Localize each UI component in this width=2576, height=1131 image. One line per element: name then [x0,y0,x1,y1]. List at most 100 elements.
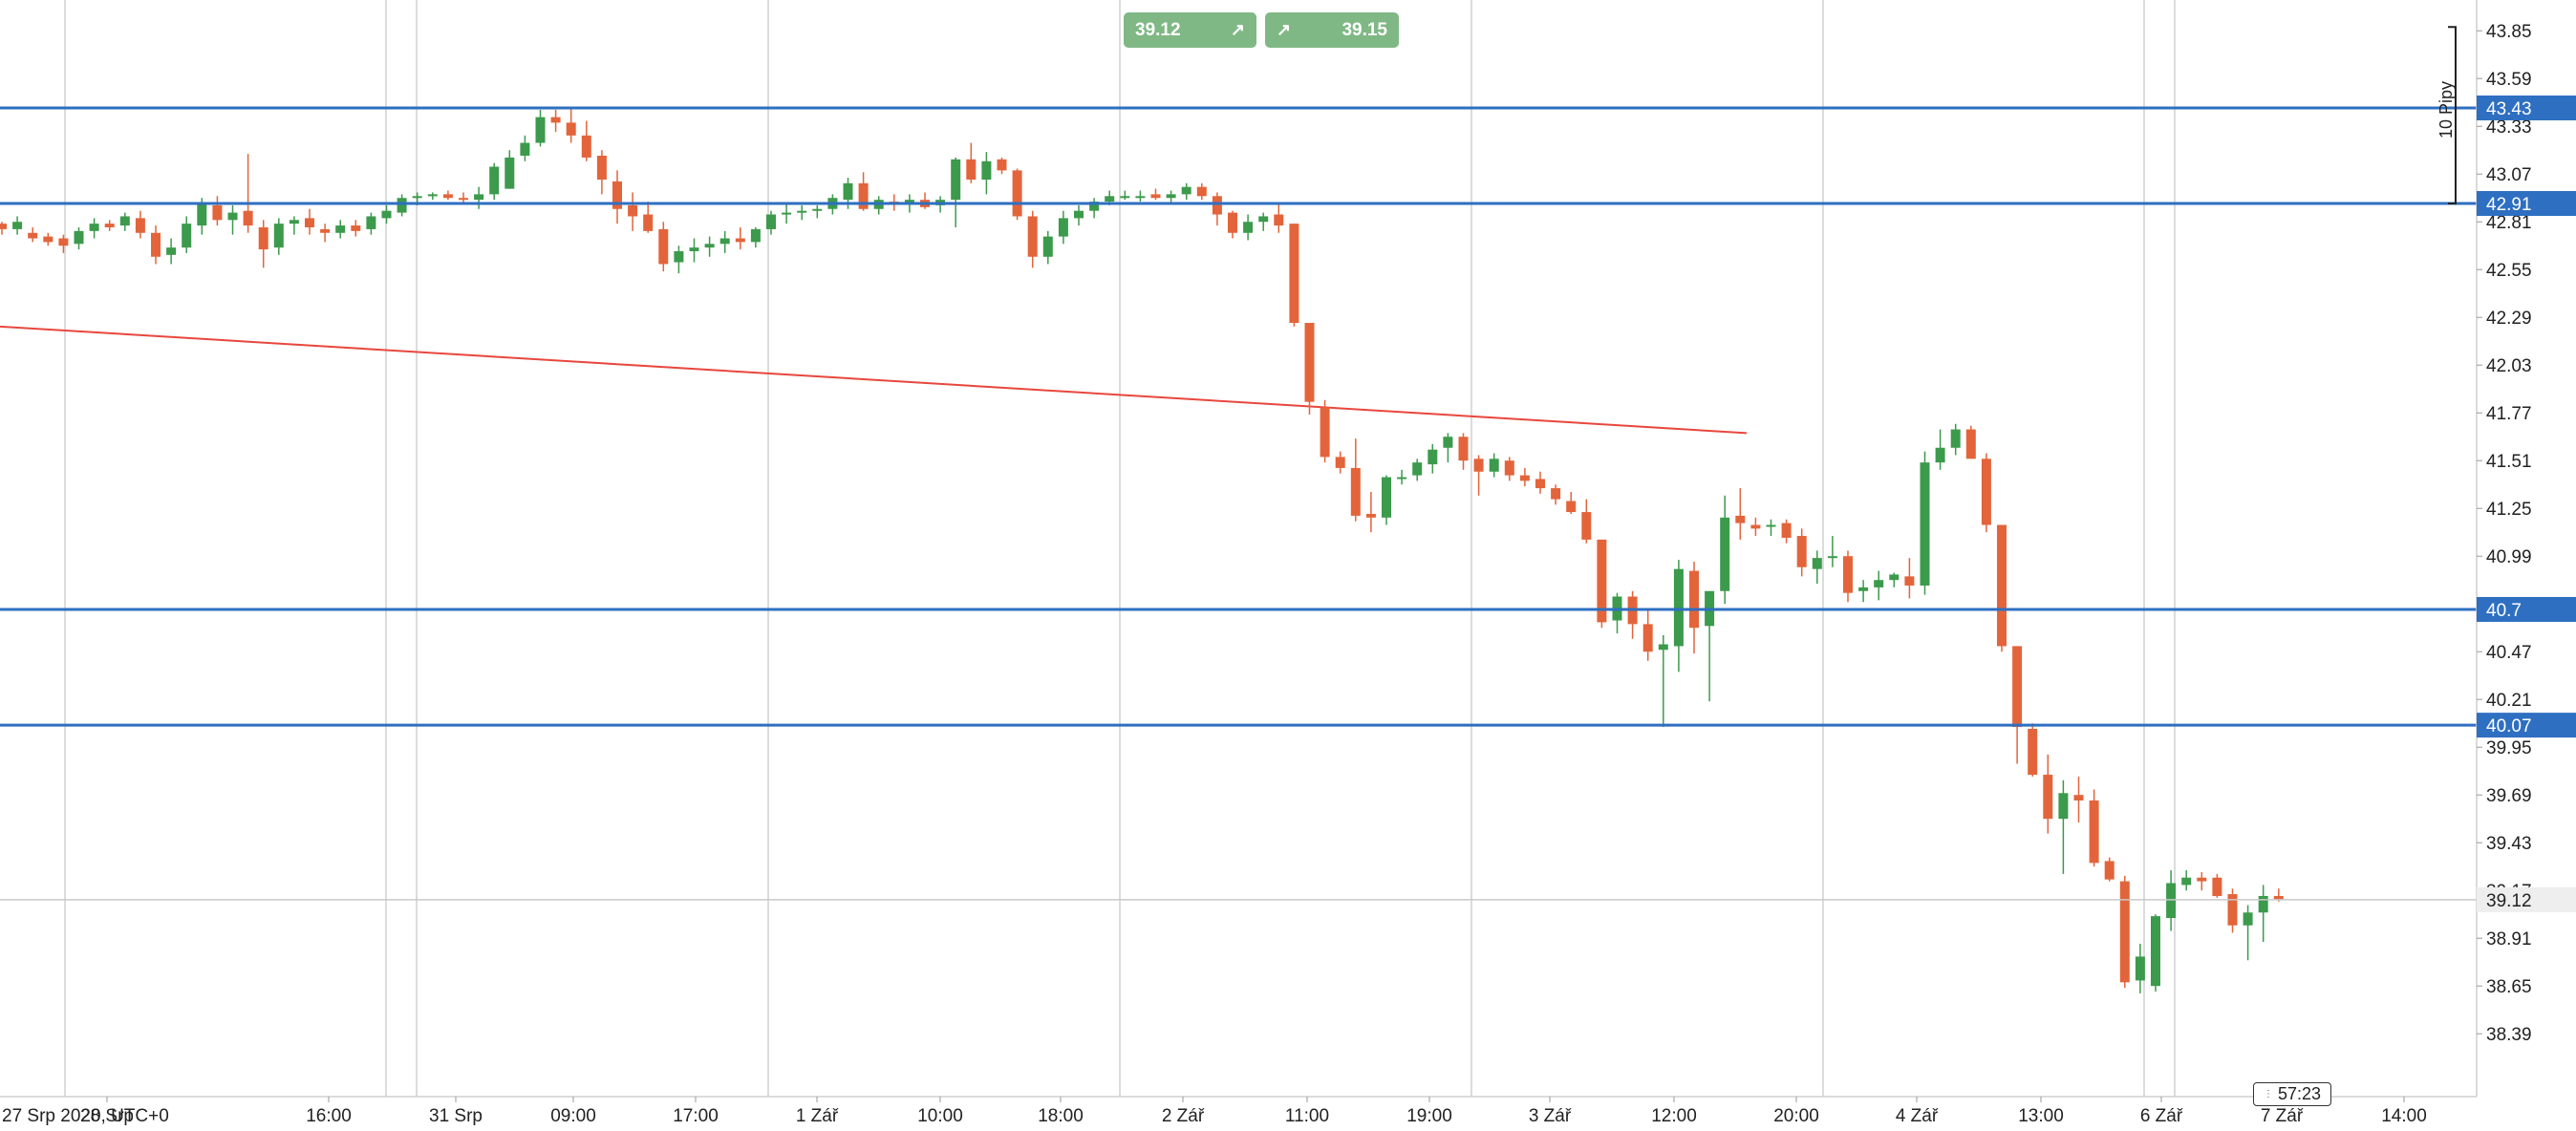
candle [1812,550,1822,585]
candle-body [1412,462,1423,476]
candle [1074,204,1084,226]
candle-body [981,160,992,180]
candle-body [1428,449,1438,465]
level-price-label: 40.7 [2486,601,2522,621]
price-tick-label: 39.43 [2486,834,2532,854]
candle [997,157,1007,175]
candle [1689,561,1699,654]
candle [2197,871,2207,891]
candle-body [1397,477,1407,480]
time-tick-label: 6 Zář [2140,1106,2183,1126]
candle-body [966,159,977,180]
candle [920,192,930,209]
candle-body [1335,457,1345,468]
candle-body [197,203,207,226]
candle [2119,875,2130,989]
sell-button[interactable]: 39.12 ↗ [1124,12,1256,48]
candle [1750,517,1761,537]
candle-body [766,214,776,229]
candle [427,192,438,201]
candle [135,210,145,239]
candle-body [442,194,453,199]
candle [1212,192,1222,226]
candle [1673,560,1684,672]
candle [1135,190,1146,203]
candle-body [1258,216,1269,223]
candle-body [1365,513,1376,518]
candle [1705,590,1715,702]
candle [1243,214,1254,241]
candle-body [1935,447,1945,463]
candle-body [1350,467,1361,516]
candle [1304,322,1315,416]
candle-body [1489,459,1499,472]
time-tick-label: 17:00 [673,1106,719,1126]
candle [1120,190,1130,201]
candle-body [735,238,745,243]
candle-body [2119,881,2130,983]
candle-body [397,198,407,213]
candle-body [1874,580,1884,587]
candle [58,234,69,253]
price-axis: 43.85 43.59 43.33 43.07 42.81 42.55 42.29 42.03… [2476,0,2576,1097]
candle [119,212,130,231]
price-tick-label: 42.55 [2486,261,2532,281]
candle [1458,433,1469,470]
current-price-label: 39.12 [2486,891,2532,911]
sell-price: 39.12 [1135,19,1181,40]
candle [459,192,468,203]
price-tick-label: 43.07 [2486,165,2532,185]
candle-body [750,228,761,243]
candle [520,135,530,161]
candle-body [212,204,223,221]
candle-body [550,117,561,123]
candle-body [2058,793,2069,820]
candle [2135,943,2145,993]
candle [2166,870,2177,931]
candle-body [1750,524,1761,529]
candle-body [351,225,361,231]
candle [1535,471,1545,494]
candle-body [596,155,607,180]
candle [643,202,654,233]
candle [966,142,977,183]
candle [1335,451,1345,474]
candle [1012,168,1022,221]
candle [1350,438,1361,522]
candle [719,230,730,253]
candle-body [1950,429,1961,448]
candles [0,108,2284,993]
candle-body [2028,728,2038,776]
price-tick-label: 39.95 [2486,738,2532,758]
candle [1258,212,1269,231]
candle [227,204,238,235]
symbol-info: 27 Srp 2020, UTC+0 [2,1106,169,1126]
candle-body [489,166,500,195]
candle-body [1735,515,1746,523]
price-tick-label: 42.29 [2486,309,2532,329]
price-tick-label: 43.59 [2486,70,2532,90]
candle [1874,570,1884,601]
buy-button[interactable]: ↗ 39.15 [1265,12,1399,48]
candle-body [1766,524,1776,527]
candle [74,226,84,250]
candle-body [1720,517,1730,591]
candle [1365,491,1376,533]
candle [1658,634,1668,728]
candle [873,196,884,215]
candle-body [689,247,699,251]
candle-body [1274,214,1284,226]
candle [535,109,546,147]
candle [166,238,177,265]
candle [1027,210,1038,268]
candle [182,216,192,253]
candle-body [1042,236,1053,257]
candle [612,170,622,224]
pip-measure-tool: 10 Pipy [2436,26,2457,204]
candle-body [2151,916,2160,987]
candle-body [412,196,422,199]
price-tick-label: 40.47 [2486,643,2532,663]
candle-body [1920,462,1930,586]
candle-body [89,224,99,231]
